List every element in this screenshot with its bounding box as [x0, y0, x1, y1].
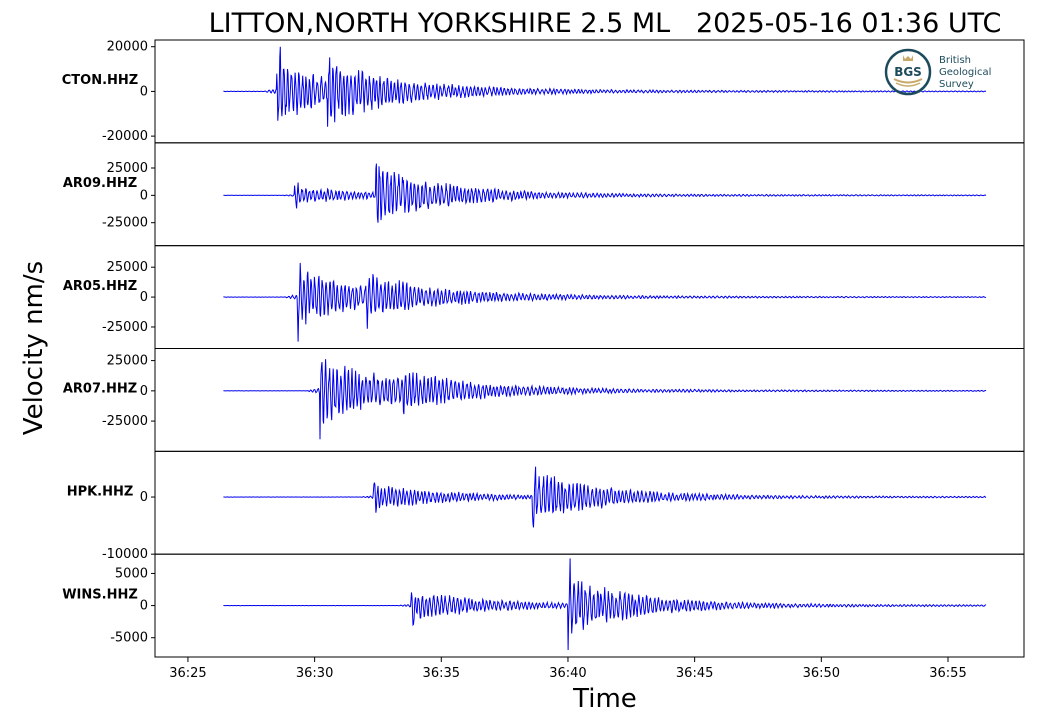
chart-title: LITTON,NORTH YORKSHIRE 2.5 ML 2025-05-16… [209, 8, 1002, 39]
trace-panels: 20000 0 -20000 CTON.HHZ 25000 0 -25000 AR09.HHZ… [62, 39, 1025, 658]
x-tick-label: 36:50 [803, 666, 840, 681]
y-tick-label: 25000 [107, 354, 148, 369]
waveform-trace [223, 558, 987, 651]
y-tick-label: 25000 [107, 161, 148, 176]
station-label: CTON.HHZ [62, 73, 138, 88]
y-tick-label: 5000 [115, 566, 148, 581]
trace-panel: 25000 0 -25000 AR05.HHZ [63, 245, 1025, 350]
y-tick-label: 25000 [107, 260, 148, 275]
y-tick-label: -5000 [110, 631, 148, 646]
y-tick-label: -25000 [102, 414, 148, 429]
y-tick-label: 0 [140, 290, 148, 305]
trace-panel: 20000 0 -20000 CTON.HHZ [62, 39, 1025, 144]
x-tick-label: 36:40 [549, 666, 586, 681]
logo-line-3: Survey [939, 79, 974, 90]
y-tick-label: 20000 [107, 40, 148, 55]
x-tick-label: 36:35 [423, 666, 460, 681]
x-axis: 36:25 36:30 36:35 36:40 36:45 36:50 36:55 [169, 657, 967, 681]
station-label: AR07.HHZ [63, 382, 137, 397]
waveform-trace [223, 262, 987, 342]
x-tick-label: 36:25 [169, 666, 206, 681]
y-tick-label: 0 [140, 384, 148, 399]
y-tick-label: 0 [140, 599, 148, 614]
logo-line-1: British [939, 55, 971, 66]
bgs-logo: BGS British Geological Survey [884, 48, 991, 96]
x-tick-label: 36:45 [676, 666, 713, 681]
station-label: WINS.HHZ [62, 587, 138, 602]
y-tick-label: 0 [140, 84, 148, 99]
station-label: AR05.HHZ [63, 279, 137, 294]
x-tick-label: 36:30 [296, 666, 333, 681]
x-axis-label: Time [572, 684, 637, 714]
waveform-trace [223, 359, 987, 440]
y-tick-label: -20000 [102, 129, 148, 144]
station-label: HPK.HHZ [67, 485, 134, 500]
trace-panel: 5000 0 -5000 WINS.HHZ [62, 553, 1025, 658]
y-tick-label: -10000 [102, 547, 148, 562]
station-label: AR09.HHZ [63, 176, 137, 191]
trace-panel: 0 -10000 HPK.HHZ [67, 450, 1025, 562]
y-axis-label: Velocity nm/s [19, 261, 49, 435]
waveform-trace [223, 163, 987, 223]
panel-frame [154, 348, 1025, 452]
y-tick-label: -25000 [102, 320, 148, 335]
waveform-trace [223, 46, 987, 127]
y-tick-label: 0 [140, 490, 148, 505]
y-tick-label: 0 [140, 188, 148, 203]
trace-panel: 25000 0 -25000 AR09.HHZ [63, 142, 1025, 247]
waveform-trace [223, 466, 987, 528]
logo-line-2: Geological [939, 67, 991, 78]
logo-abbreviation: BGS [894, 65, 922, 79]
y-tick-label: -25000 [102, 216, 148, 231]
trace-panel: 25000 0 -25000 AR07.HHZ [63, 348, 1025, 452]
x-tick-label: 36:55 [929, 666, 966, 681]
